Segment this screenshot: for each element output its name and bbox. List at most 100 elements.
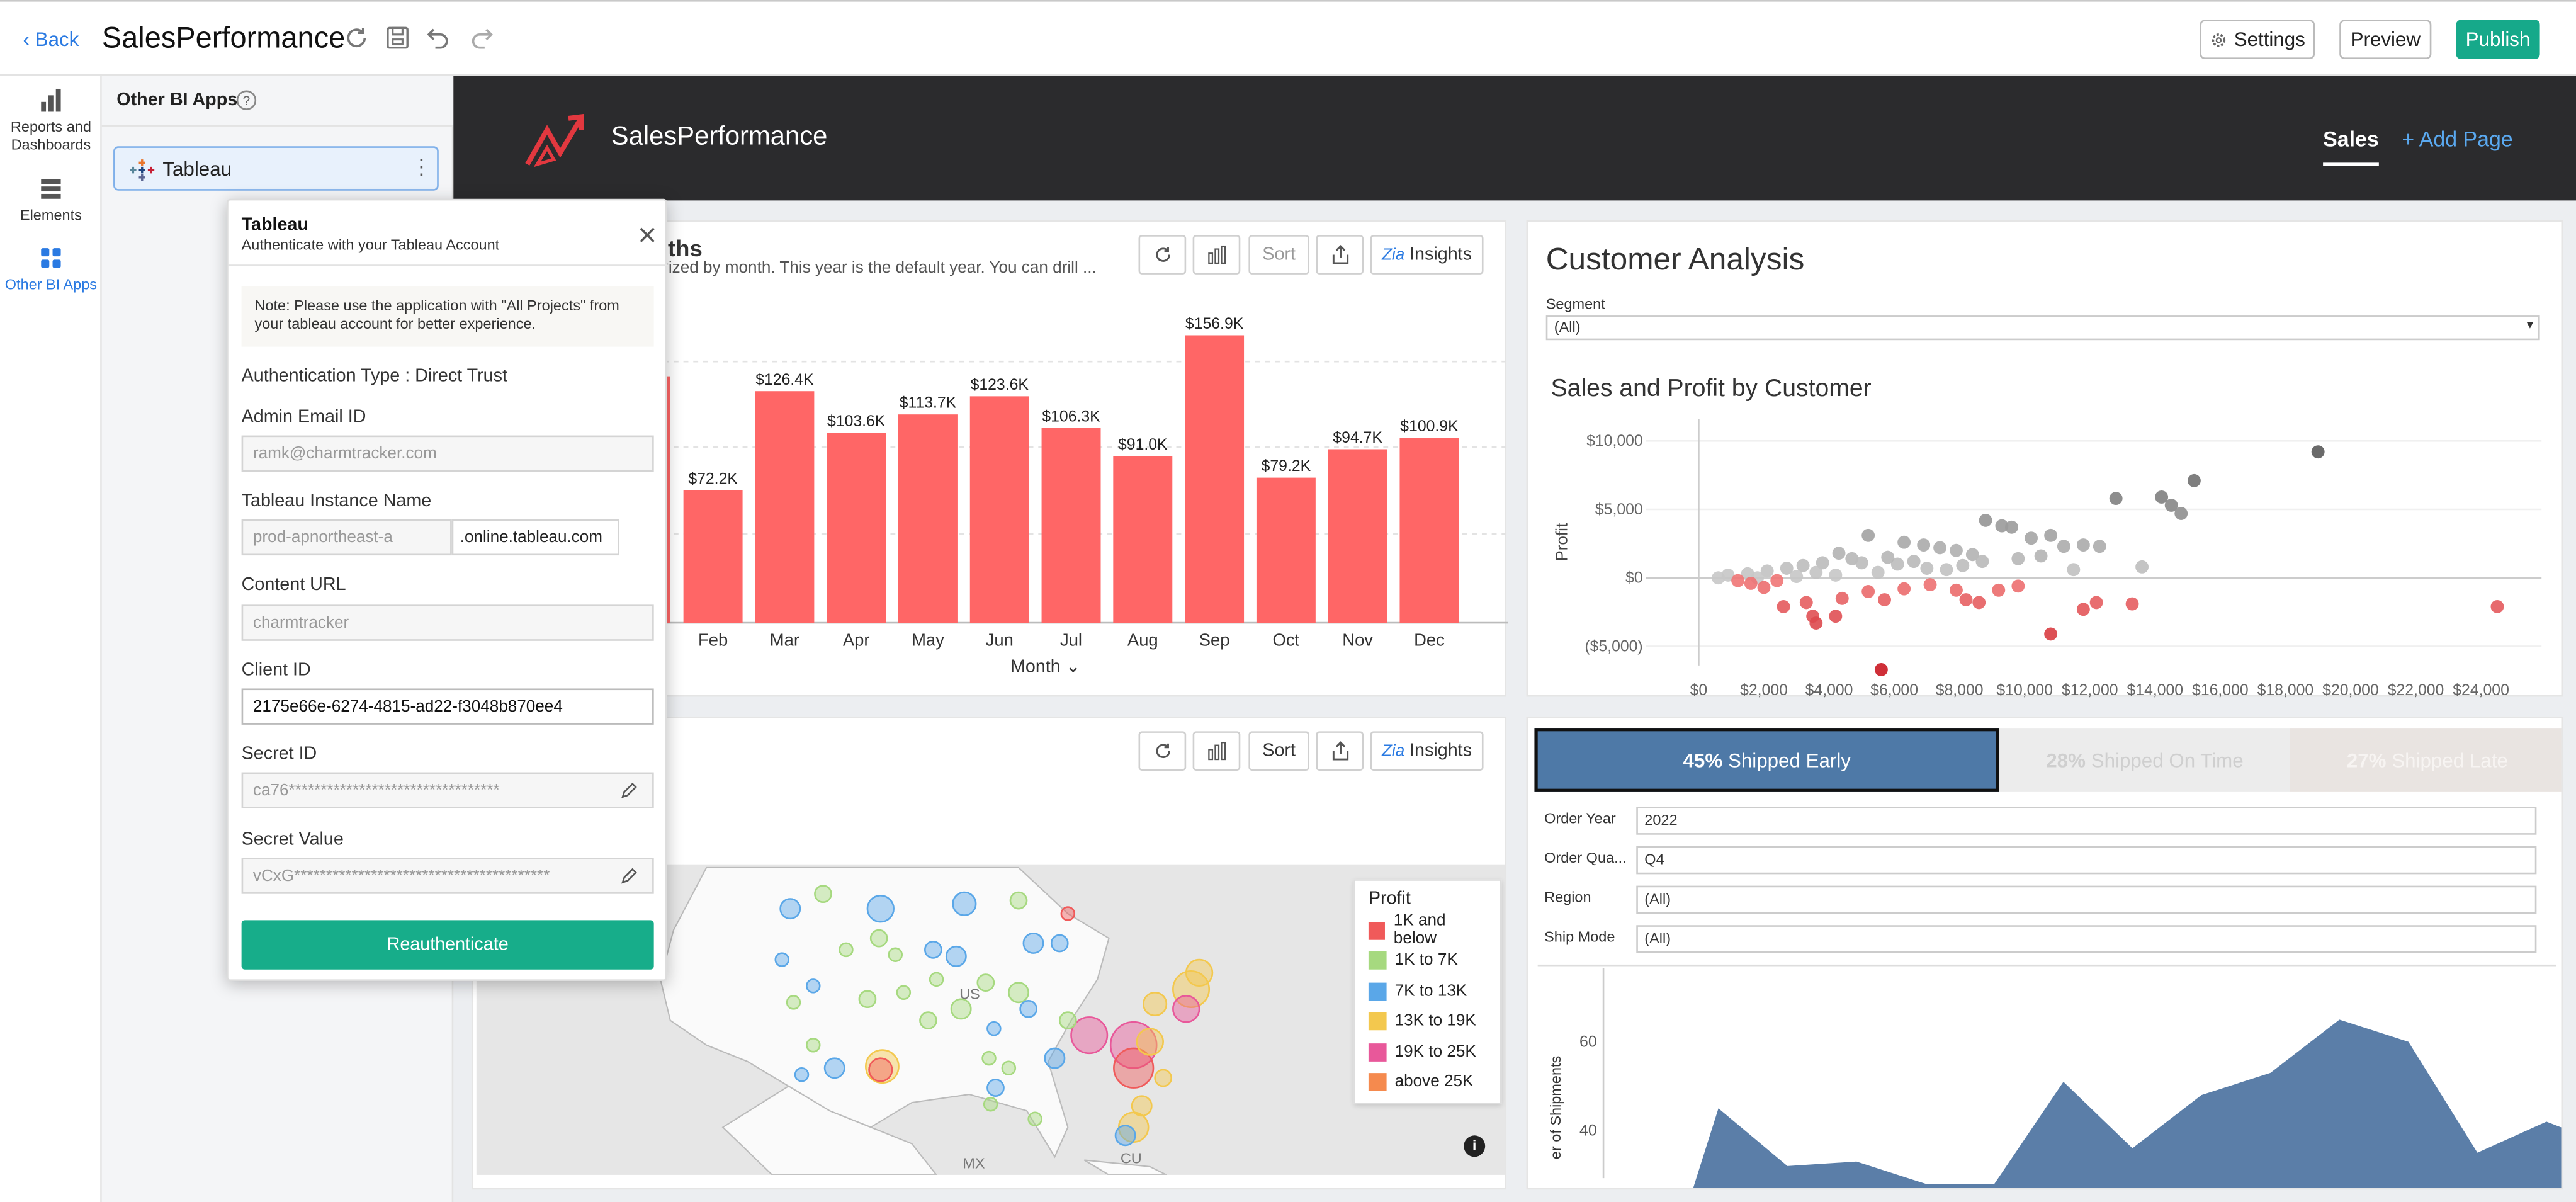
bar-jul[interactable] <box>1041 428 1101 623</box>
filter-dropdown[interactable]: 2022 <box>1636 807 2537 835</box>
profit-bubble[interactable] <box>1001 1060 1017 1076</box>
shipments-area[interactable] <box>1692 1019 2563 1189</box>
profit-bubble[interactable] <box>1008 982 1029 1004</box>
add-page-button[interactable]: + Add Page <box>2402 126 2513 152</box>
undo-icon[interactable] <box>424 25 450 51</box>
secret-id-input[interactable]: ca76********************************* <box>241 772 654 808</box>
profit-bubble[interactable] <box>1172 970 1211 1009</box>
profit-bubble[interactable] <box>1058 1011 1077 1029</box>
customer-point[interactable] <box>1972 596 1986 610</box>
customer-point[interactable] <box>2174 507 2188 520</box>
admin-email-input[interactable]: ramk@charmtracker.com <box>241 435 654 472</box>
customer-point[interactable] <box>1744 577 1758 590</box>
customer-point[interactable] <box>1780 562 1794 575</box>
profit-bubble[interactable] <box>981 1050 997 1066</box>
secret-value-input[interactable]: vCxG************************************… <box>241 858 654 894</box>
profit-bubble[interactable] <box>806 1038 821 1053</box>
profit-bubble[interactable] <box>929 972 944 987</box>
customer-point[interactable] <box>1878 593 1891 606</box>
customer-point[interactable] <box>1809 616 1823 630</box>
profit-bubble[interactable] <box>866 894 895 923</box>
customer-point[interactable] <box>2125 597 2139 611</box>
customer-point[interactable] <box>1965 548 1979 562</box>
back-link[interactable]: ‹ Back <box>23 28 79 51</box>
x-axis-month-dropdown[interactable]: Month ⌄ <box>1010 657 1081 678</box>
bar-mar[interactable] <box>755 391 815 623</box>
customer-point[interactable] <box>1979 513 1992 527</box>
profit-bubble[interactable] <box>1114 1125 1136 1147</box>
refresh-button[interactable] <box>1138 235 1187 275</box>
profit-bubble[interactable] <box>869 929 888 948</box>
customer-point[interactable] <box>2005 520 2018 534</box>
profit-bubble[interactable] <box>1022 933 1044 954</box>
customer-point[interactable] <box>2155 490 2169 504</box>
settings-button[interactable]: Settings <box>2200 20 2315 59</box>
bar-feb[interactable] <box>683 490 743 623</box>
chart-type-button[interactable] <box>1192 731 1241 771</box>
customer-point[interactable] <box>1890 557 1904 571</box>
reauthenticate-button[interactable]: Reauthenticate <box>241 920 654 970</box>
nav-elements[interactable]: Elements <box>0 178 102 225</box>
customer-point[interactable] <box>2057 540 2070 553</box>
customer-point[interactable] <box>2076 538 2090 552</box>
shipped-late-segment[interactable]: 27% Shipped Late <box>2290 728 2562 792</box>
profit-bubble[interactable] <box>868 1057 893 1082</box>
customer-point[interactable] <box>1809 565 1823 579</box>
customer-point[interactable] <box>1760 564 1774 578</box>
customer-point[interactable] <box>1950 583 1963 597</box>
profit-bubble[interactable] <box>1131 1095 1153 1117</box>
customer-point[interactable] <box>1861 585 1875 598</box>
profit-bubble[interactable] <box>976 973 995 992</box>
sort-button[interactable]: Sort <box>1248 731 1309 771</box>
customer-point[interactable] <box>2011 579 2025 593</box>
profit-bubble[interactable] <box>1070 1016 1109 1055</box>
customer-point[interactable] <box>1975 555 1989 569</box>
customer-point[interactable] <box>2044 627 2058 641</box>
profit-bubble[interactable] <box>806 978 821 994</box>
customer-point[interactable] <box>1871 565 1885 579</box>
customer-point[interactable] <box>1816 556 1829 570</box>
profit-bubble[interactable] <box>888 947 903 962</box>
customer-point[interactable] <box>1995 519 2009 533</box>
tab-sales[interactable]: Sales <box>2323 125 2379 166</box>
customer-point[interactable] <box>1874 663 1888 676</box>
customer-point[interactable] <box>2187 473 2201 487</box>
customer-point[interactable] <box>2093 540 2106 553</box>
profit-bubble[interactable] <box>858 990 877 1009</box>
info-icon[interactable]: i <box>1464 1135 1486 1157</box>
customer-point[interactable] <box>2025 531 2038 545</box>
customer-point[interactable] <box>1799 596 1813 610</box>
customer-point[interactable] <box>2044 528 2058 542</box>
customer-point[interactable] <box>1917 538 1931 552</box>
help-icon[interactable]: ? <box>236 90 257 110</box>
customer-point[interactable] <box>1731 574 1745 587</box>
profit-bubble[interactable] <box>1154 1069 1173 1087</box>
customer-point[interactable] <box>1881 550 1895 564</box>
filter-dropdown[interactable]: (All) <box>1636 885 2537 914</box>
customer-point[interactable] <box>2490 599 2504 613</box>
edit-pencil-icon[interactable] <box>621 782 637 798</box>
nav-reports-dashboards[interactable]: Reports and Dashboards <box>0 88 102 154</box>
customer-point[interactable] <box>1940 563 1953 577</box>
bar-sep[interactable] <box>1185 335 1245 623</box>
profit-bubble[interactable] <box>1009 891 1028 910</box>
bar-dec[interactable] <box>1399 438 1459 623</box>
profit-bubble[interactable] <box>839 942 854 958</box>
insights-button[interactable]: Zia Insights <box>1370 731 1484 771</box>
customer-point[interactable] <box>1777 599 1790 613</box>
customer-point[interactable] <box>1920 562 1934 575</box>
customer-point[interactable] <box>1950 543 1963 557</box>
shipped-early-segment[interactable]: 45% Shipped Early <box>1534 728 2000 792</box>
preview-button[interactable]: Preview <box>2339 20 2432 59</box>
profit-bubble[interactable] <box>794 1067 810 1082</box>
save-icon[interactable] <box>385 25 411 51</box>
legend-item[interactable]: 13K to 19K <box>1368 1006 1487 1036</box>
bar-oct[interactable] <box>1256 477 1316 623</box>
insights-button[interactable]: Zia Insights <box>1370 235 1484 275</box>
customer-point[interactable] <box>1861 528 1875 542</box>
customer-point[interactable] <box>1796 558 1810 572</box>
publish-button[interactable]: Publish <box>2456 20 2540 59</box>
customer-point[interactable] <box>1829 568 1843 582</box>
refresh-icon[interactable] <box>343 25 370 51</box>
customer-point[interactable] <box>1757 581 1771 594</box>
